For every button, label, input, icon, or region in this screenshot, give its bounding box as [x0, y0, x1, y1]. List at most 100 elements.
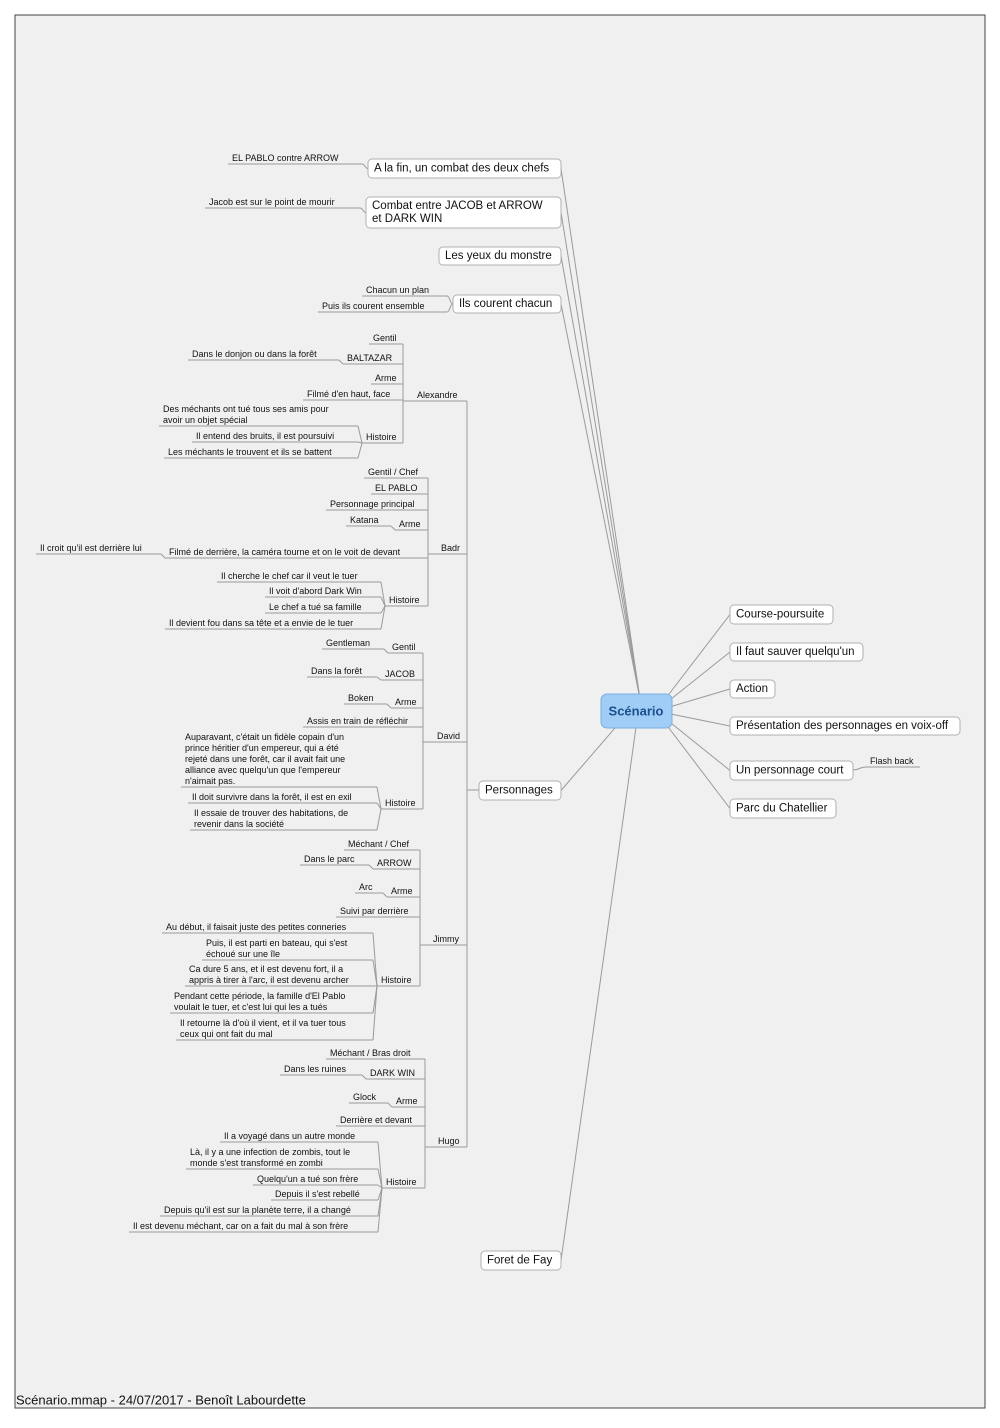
node-label: Il essaie de trouver des habitations, de: [194, 808, 348, 818]
node-label: Arme: [395, 697, 417, 707]
node-label: Dans le parc: [304, 854, 355, 864]
node-label: Parc du Chatellier: [736, 803, 828, 815]
node-label: Puis ils courent ensemble: [322, 301, 425, 311]
node-label: Auparavant, c'était un fidèle copain d'u…: [185, 732, 344, 742]
node-label: avoir un objet spécial: [163, 415, 248, 425]
node-label: voulait le tuer, et c'est lui qui les a …: [174, 1002, 328, 1012]
node-label: Ca dure 5 ans, et il est devenu fort, il…: [189, 964, 343, 974]
node-label: Un personnage court: [736, 765, 844, 777]
node-label: Au début, il faisait juste des petites c…: [166, 922, 347, 932]
node-label: Il doit survivre dans la forêt, il est e…: [192, 792, 352, 802]
node-label: Histoire: [385, 798, 416, 808]
node-label: Il croit qu'il est derrière lui: [40, 543, 142, 553]
node-label: Histoire: [381, 975, 412, 985]
node-label: rejeté dans une forêt, car il avait fait…: [185, 754, 345, 764]
node-label: JACOB: [385, 669, 415, 679]
connector: [446, 303, 454, 313]
node-label: Flash back: [870, 756, 914, 766]
connector: [338, 359, 344, 365]
connector: [372, 932, 378, 987]
node-label: BALTAZAR: [347, 353, 393, 363]
node-label: Assis en train de réfléchir: [307, 716, 408, 726]
node-label: David: [437, 731, 460, 741]
node-label: Là, il y a une infection de zombis, tout…: [190, 1147, 350, 1157]
node-label: Foret de Fay: [487, 1255, 552, 1267]
node-label: Puis, il est parti en bateau, qui s'est: [206, 938, 348, 948]
node-label: Jacob est sur le point de mourir: [209, 197, 335, 207]
connector: [377, 1168, 383, 1189]
node-label: Arme: [396, 1096, 418, 1106]
connector: [560, 303, 641, 700]
node-label: Histoire: [386, 1177, 417, 1187]
node-label: Filmé de derrière, la caméra tourne et o…: [169, 547, 401, 557]
connector: [380, 605, 386, 630]
node-label: A la fin, un combat des deux chefs: [374, 163, 549, 175]
node-label: prince héritier d'un empereur, qui a été: [185, 743, 339, 753]
node-label: Dans le donjon ou dans la forêt: [192, 349, 317, 359]
connector: [380, 581, 386, 607]
node-label: Histoire: [389, 595, 420, 605]
connector: [361, 1074, 367, 1080]
connector: [383, 648, 389, 654]
node-label: Le chef a tué sa famille: [269, 602, 362, 612]
node-label: Filmé d'en haut, face: [307, 389, 390, 399]
node-label: Badr: [441, 543, 460, 553]
node-label: Jimmy: [433, 934, 459, 944]
node-label: Suivi par derrière: [340, 906, 409, 916]
node-label: Arme: [391, 886, 413, 896]
connector: [359, 207, 367, 213]
connector: [357, 425, 363, 444]
topic-box: [729, 679, 776, 699]
connector: [376, 676, 382, 681]
node-label: Méchant / Chef: [348, 839, 410, 849]
node-label: Méchant / Bras droit: [330, 1048, 411, 1058]
node-label: Katana: [350, 515, 379, 525]
node-label: n'aimait pas.: [185, 776, 235, 786]
node-label: Combat entre JACOB et ARROW: [372, 200, 543, 212]
connector: [361, 163, 369, 169]
node-label: Alexandre: [417, 390, 458, 400]
connector: [368, 864, 374, 870]
node-label: Course-poursuite: [736, 609, 824, 621]
connector: [386, 703, 392, 709]
node-label: revenir dans la société: [194, 819, 284, 829]
connector: [387, 1102, 393, 1108]
connector: [372, 985, 378, 1041]
node-label: Il cherche le chef car il veut le tuer: [221, 571, 358, 581]
node-label: ARROW: [377, 858, 412, 868]
node-label: Gentil: [392, 642, 416, 652]
node-label: Quelqu'un a tué son frère: [257, 1174, 358, 1184]
node-label: ceux qui ont fait du mal: [180, 1029, 273, 1039]
connector: [560, 255, 641, 700]
node-label: alliance avec quelqu'un que l'empereur: [185, 765, 341, 775]
node-label: Personnage principal: [330, 499, 415, 509]
node-label: Il a voyagé dans un autre monde: [224, 1131, 355, 1141]
node-label: Gentleman: [326, 638, 370, 648]
connector: [377, 1184, 383, 1189]
connector: [852, 766, 867, 771]
node-label: DARK WIN: [370, 1068, 415, 1078]
connector: [376, 808, 382, 831]
node-label: Depuis qu'il est sur la planète terre, i…: [164, 1205, 351, 1215]
node-label: Arc: [359, 882, 373, 892]
node-label: Arme: [399, 519, 421, 529]
node-label: et DARK WIN: [372, 213, 442, 225]
node-label: appris à tirer à l'arc, il est devenu ar…: [189, 975, 349, 985]
node-label: Derrière et devant: [340, 1115, 413, 1125]
central-topic: Scénario: [609, 704, 664, 719]
node-label: Boken: [348, 693, 374, 703]
node-label: EL PABLO contre ARROW: [232, 153, 339, 163]
node-label: Action: [736, 683, 768, 695]
node-label: Les méchants le trouvent et ils se batte…: [168, 447, 332, 457]
node-label: échoué sur une île: [206, 949, 280, 959]
node-label: Il devient fou dans sa tête et a envie d…: [169, 618, 353, 628]
connector: [376, 802, 382, 810]
connector: [376, 786, 382, 810]
topic-box: [729, 798, 837, 819]
connector: [380, 596, 386, 607]
node-label: monde s'est transformé en zombi: [190, 1158, 323, 1168]
connector: [560, 212, 641, 700]
node-label: Les yeux du monstre: [445, 250, 552, 262]
topic-box: [729, 642, 864, 662]
